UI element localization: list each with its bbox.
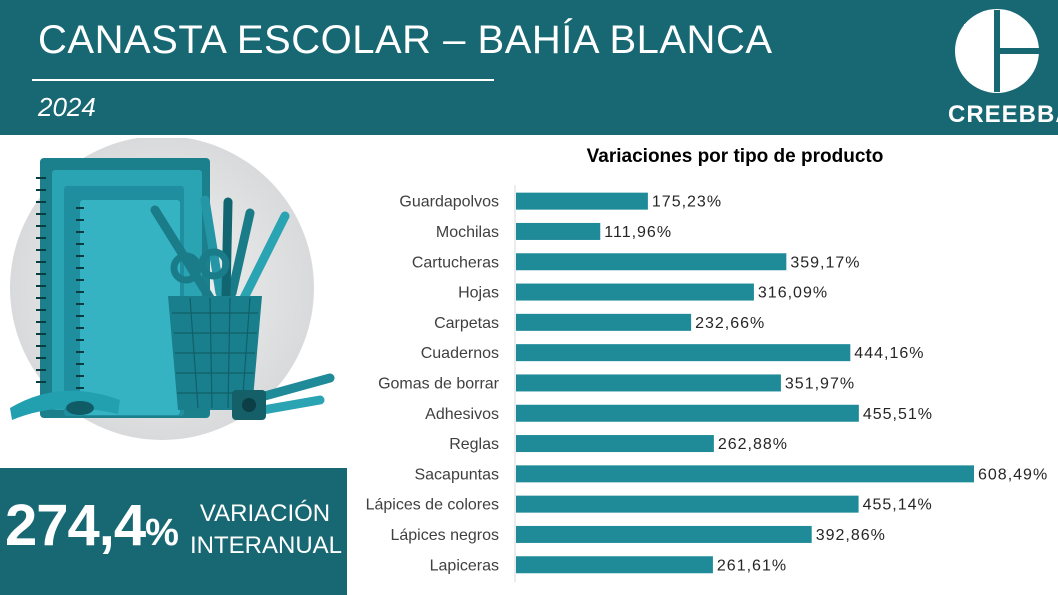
category-label: Adhesivos (425, 406, 499, 423)
bar (516, 313, 692, 331)
kpi-unit: % (145, 512, 179, 554)
bar (516, 465, 974, 483)
category-label: Hojas (458, 285, 499, 302)
page-subtitle-year: 2024 (38, 92, 96, 122)
bar (516, 435, 714, 453)
data-label: 316,09% (758, 285, 828, 302)
category-label: Carpetas (434, 315, 499, 332)
kpi-label-line2: INTERANUAL (190, 532, 343, 559)
school-supplies-illustration (10, 138, 335, 440)
kpi-number: 274,4 (5, 493, 146, 558)
creebba-logo (955, 9, 1040, 93)
bar-chart: Guardapolvos 175,23% Mochilas 111,96% Cartuc… (366, 185, 1048, 582)
category-label: Mochilas (436, 224, 499, 241)
data-label: 261,61% (717, 557, 787, 574)
data-label: 351,97% (785, 375, 855, 392)
category-label: Lapiceras (430, 557, 499, 574)
bar (516, 525, 812, 543)
category-label: Sacapuntas (414, 466, 499, 483)
category-label: Reglas (449, 436, 499, 453)
data-label: 455,14% (863, 497, 933, 514)
category-label: Guardapolvos (399, 194, 499, 211)
bar (516, 404, 859, 422)
kpi-value: 274,4% (5, 492, 179, 559)
category-label: Lápices negros (390, 527, 499, 544)
data-label: 232,66% (695, 315, 765, 332)
bar (516, 556, 713, 574)
category-label: Cuadernos (421, 345, 499, 362)
data-label: 262,88% (718, 436, 788, 453)
bar (516, 495, 859, 513)
data-label: 175,23% (652, 194, 722, 211)
data-label: 608,49% (978, 466, 1048, 483)
kpi-label-line1: VARIACIÓN (199, 500, 331, 527)
category-label: Lápices de colores (366, 497, 499, 514)
data-label: 444,16% (854, 345, 924, 362)
bar (516, 374, 781, 392)
bar (516, 344, 851, 362)
data-label: 359,17% (790, 254, 860, 271)
category-label: Cartucheras (412, 254, 499, 271)
bar (516, 283, 754, 301)
bar (516, 222, 601, 240)
data-label: 392,86% (816, 527, 886, 544)
data-label: 111,96% (604, 224, 672, 241)
bar (516, 192, 648, 210)
brand-name: CREEBBA (948, 101, 1058, 128)
kpi-box: 274,4% VARIACIÓN INTERANUAL (0, 468, 347, 595)
data-label: 455,51% (863, 406, 933, 423)
header-banner: CANASTA ESCOLAR – BAHÍA BLANCA 2024 CREE… (0, 0, 1058, 135)
chart-title: Variaciones por tipo de producto (586, 146, 884, 167)
bar (516, 253, 787, 271)
kpi-label: VARIACIÓN INTERANUAL (190, 498, 343, 562)
page-title: CANASTA ESCOLAR – BAHÍA BLANCA (38, 18, 773, 62)
category-label: Gomas de borrar (378, 375, 500, 392)
title-divider (32, 79, 494, 81)
